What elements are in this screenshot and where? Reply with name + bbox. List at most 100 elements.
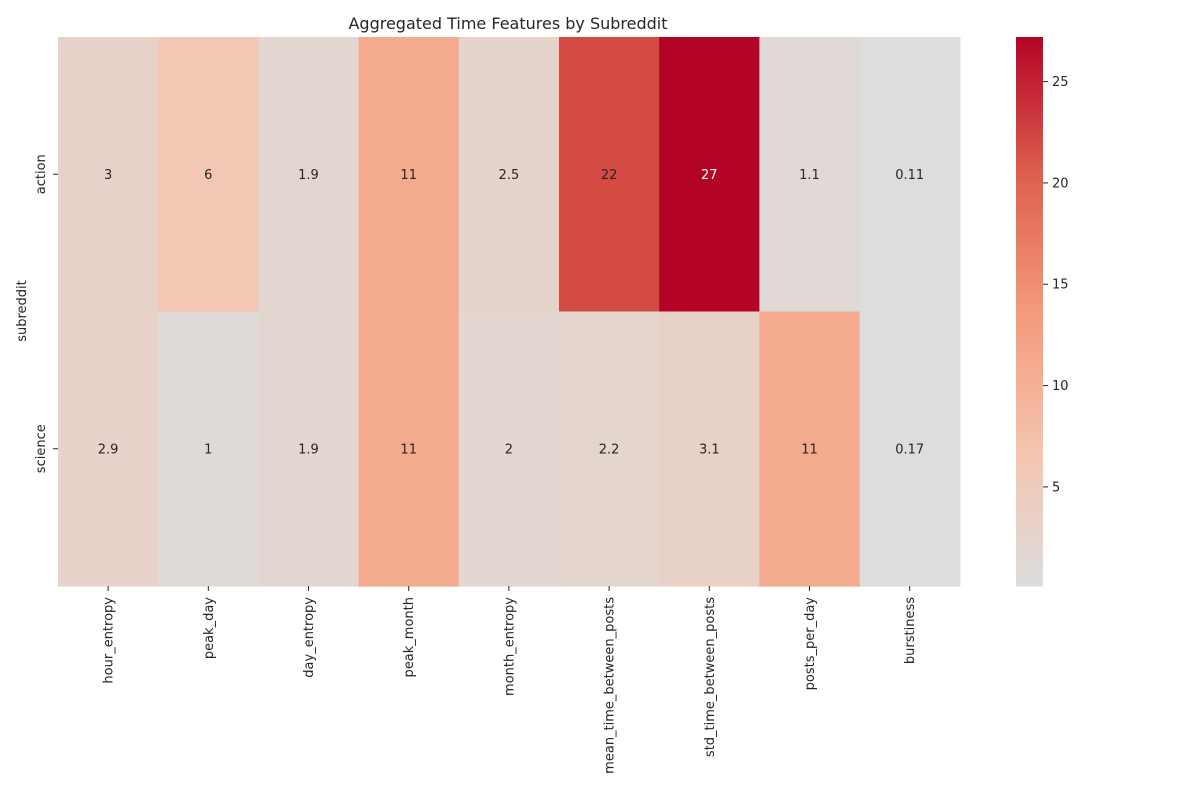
colorbar-segment [1016, 115, 1043, 120]
colorbar-segment [1016, 225, 1043, 230]
heatmap-cell [358, 37, 460, 313]
colorbar-segment [1016, 158, 1043, 163]
colorbar-segment [1016, 174, 1043, 179]
colorbar-segment [1016, 566, 1043, 571]
colorbar-segment [1016, 389, 1043, 395]
colorbar-segment [1016, 440, 1043, 446]
heatmap-cell [258, 311, 360, 587]
x-tick-label: mean_time_between_posts [603, 597, 618, 774]
colorbar-segment [1016, 386, 1043, 391]
colorbar-segment [1016, 209, 1043, 214]
colorbar-segment [1016, 182, 1043, 187]
heatmap-cell [659, 37, 760, 313]
heatmap-cell [358, 311, 460, 587]
colorbar-segment [1016, 280, 1043, 285]
colorbar-segment [1016, 382, 1043, 387]
colorbar-segment [1016, 405, 1043, 411]
colorbar-segment [1016, 131, 1043, 136]
colorbar-segment [1016, 170, 1043, 175]
colorbar-segment [1016, 72, 1043, 77]
colorbar-segment [1016, 311, 1043, 316]
heatmap-cell [859, 37, 961, 313]
colorbar-segment [1016, 378, 1043, 383]
colorbar-segment [1016, 162, 1043, 167]
colorbar-segment [1016, 491, 1043, 497]
colorbar-segment [1016, 519, 1043, 524]
colorbar-segment [1016, 299, 1043, 305]
colorbar-segment [1016, 189, 1043, 195]
cell-annotation: 2.5 [499, 168, 520, 183]
cell-annotation: 1.9 [298, 442, 319, 457]
colorbar-segment [1016, 511, 1043, 516]
colorbar-segment [1016, 268, 1043, 273]
colorbar-segment [1016, 554, 1043, 560]
heatmap-cell [158, 37, 259, 313]
cell-annotation: 3.1 [699, 442, 720, 457]
colorbar-segment [1016, 142, 1043, 148]
colorbar-segment [1016, 570, 1043, 575]
cell-annotation: 0.11 [895, 168, 924, 183]
colorbar-segment [1016, 240, 1043, 246]
heatmap-cell [158, 311, 259, 587]
cell-annotation: 2 [505, 442, 513, 457]
colorbar-tick-label: 5 [1052, 480, 1060, 495]
colorbar-segment [1016, 193, 1043, 199]
cell-annotation: 1.1 [799, 168, 820, 183]
x-axis-ticks: hour_entropy peak_day day_entropy peak_mont… [102, 586, 918, 774]
colorbar-segment [1016, 123, 1043, 128]
colorbar-segment [1016, 362, 1043, 367]
colorbar-segment [1016, 354, 1043, 360]
colorbar-tick-label: 25 [1052, 75, 1069, 90]
colorbar-segment [1016, 229, 1043, 234]
colorbar-segment [1016, 366, 1043, 371]
colorbar: 5 10 15 20 25 [1016, 37, 1069, 587]
colorbar-segment [1016, 111, 1043, 116]
colorbar-segment [1016, 546, 1043, 552]
colorbar-segment [1016, 205, 1043, 211]
colorbar-segment [1016, 150, 1043, 156]
y-tick-label: action [34, 154, 49, 194]
cell-annotation: 3 [104, 168, 112, 183]
colorbar-segment [1016, 76, 1043, 81]
x-tick-label: posts_per_day [803, 597, 818, 691]
colorbar-segment [1016, 291, 1043, 297]
cell-annotations: 3 6 1.9 11 2.5 22 27 1.1 0.11 2.9 1 1.9 11 2 2.2 3.1 11 0… [98, 168, 924, 458]
colorbar-segment [1016, 495, 1043, 501]
colorbar-segment [1016, 276, 1043, 281]
colorbar-segment [1016, 213, 1043, 218]
colorbar-segment [1016, 295, 1043, 301]
y-axis-ticks: action science [34, 154, 58, 473]
heatmap-cell [659, 311, 760, 587]
colorbar-segment [1016, 425, 1043, 430]
colorbar-tick-label: 20 [1052, 176, 1069, 191]
colorbar-segment [1016, 374, 1043, 379]
colorbar-segment [1016, 370, 1043, 375]
colorbar-segment [1016, 460, 1043, 465]
colorbar-segment [1016, 236, 1043, 242]
cell-annotation: 1.9 [298, 168, 319, 183]
colorbar-segment [1016, 433, 1043, 438]
colorbar-segment [1016, 287, 1043, 293]
colorbar-segment [1016, 507, 1043, 512]
colorbar-segment [1016, 558, 1043, 563]
colorbar-segment [1016, 99, 1043, 105]
colorbar-segment [1016, 307, 1043, 312]
y-tick-label: science [34, 424, 49, 473]
colorbar-segment [1016, 119, 1043, 124]
colorbar-segment [1016, 335, 1043, 340]
colorbar-segment [1016, 178, 1043, 183]
colorbar-segment [1016, 56, 1043, 62]
colorbar-segment [1016, 413, 1043, 418]
colorbar-segment [1016, 272, 1043, 277]
colorbar-segment [1016, 393, 1043, 399]
colorbar-segment [1016, 464, 1043, 469]
colorbar-segment [1016, 338, 1043, 344]
heatmap-cell [58, 37, 159, 313]
colorbar-segment [1016, 429, 1043, 434]
colorbar-segment [1016, 476, 1043, 481]
colorbar-segment [1016, 217, 1043, 222]
colorbar-segment [1016, 401, 1043, 407]
heatmap-cell [458, 311, 560, 587]
x-tick-label: hour_entropy [102, 597, 117, 684]
